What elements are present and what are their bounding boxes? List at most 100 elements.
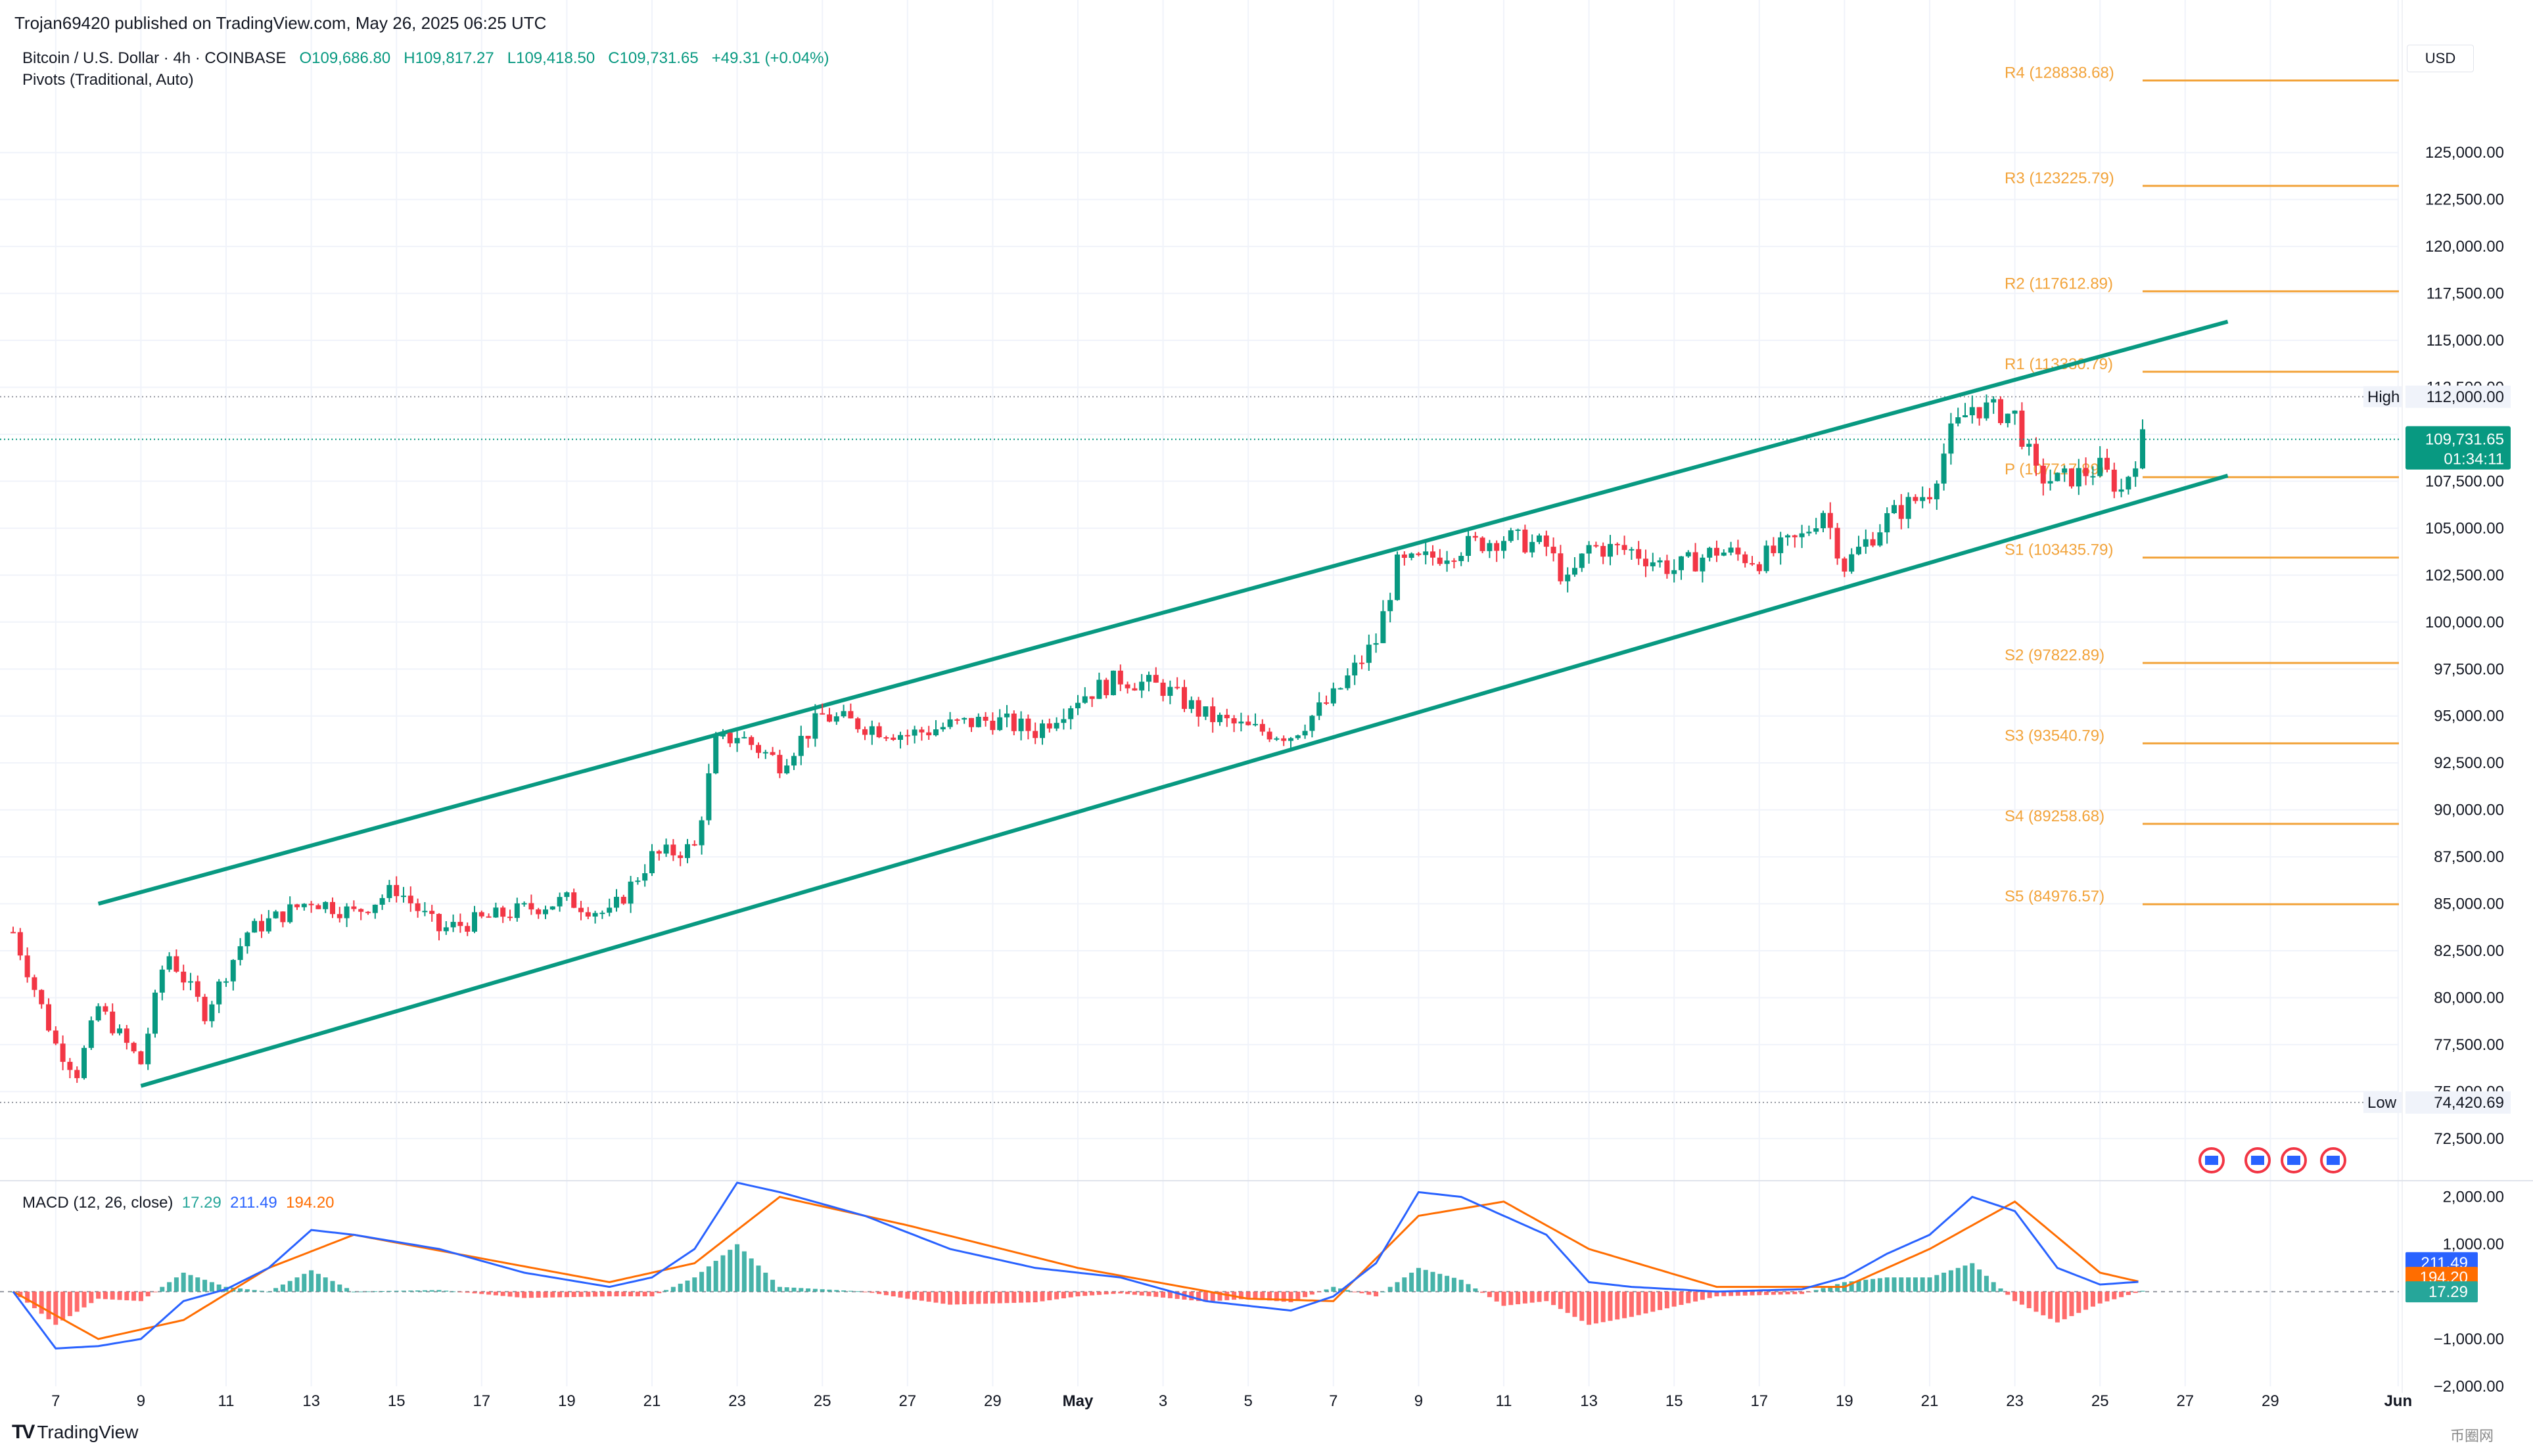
currency-button[interactable]: USD bbox=[2407, 45, 2474, 72]
macd-hist-bar bbox=[2140, 1290, 2145, 1292]
candle-body bbox=[259, 921, 264, 932]
macd-hist-bar bbox=[1658, 1291, 1663, 1310]
candle-body bbox=[2104, 457, 2110, 470]
candle-body bbox=[39, 990, 45, 1005]
candle-body bbox=[904, 735, 910, 737]
macd-hist-bar bbox=[855, 1291, 860, 1292]
macd-hist-bar bbox=[96, 1291, 101, 1299]
candle-body bbox=[2005, 413, 2010, 423]
candle-body bbox=[74, 1070, 80, 1078]
macd-hist-bar bbox=[1629, 1291, 1634, 1317]
candle-body bbox=[1785, 535, 1790, 537]
macd-hist-bar bbox=[1934, 1275, 1940, 1292]
macd-hist-bar bbox=[685, 1280, 690, 1292]
candle-body bbox=[962, 717, 967, 720]
macd-hist-bar bbox=[1466, 1284, 1471, 1292]
candle-body bbox=[1196, 700, 1201, 717]
macd-hist-bar bbox=[2012, 1291, 2018, 1302]
macd-hist-bar bbox=[1955, 1267, 1961, 1292]
candle-body bbox=[1167, 687, 1173, 696]
pivot-label: R4 (128838.68) bbox=[2005, 64, 2114, 81]
macd-hist-bar bbox=[891, 1291, 896, 1297]
macd-hist-bar bbox=[2055, 1291, 2060, 1323]
macd-hist-bar bbox=[2005, 1291, 2010, 1295]
macd-hist-bar bbox=[1963, 1265, 1968, 1292]
candle-body bbox=[1700, 557, 1706, 572]
indicator-legend[interactable]: Pivots (Traditional, Auto) bbox=[22, 71, 194, 89]
candle-body bbox=[152, 992, 158, 1034]
candle-body bbox=[1266, 731, 1272, 740]
candle-body bbox=[1182, 687, 1187, 709]
candle-body bbox=[24, 955, 30, 978]
macd-hist-bar bbox=[1927, 1277, 1932, 1292]
macd-hist-bar bbox=[1693, 1291, 1698, 1302]
candle-body bbox=[1096, 679, 1102, 699]
macd-hist-bar bbox=[706, 1266, 711, 1292]
candle-body bbox=[1380, 611, 1386, 643]
macd-hist-bar bbox=[827, 1289, 832, 1292]
macd-hist-bar bbox=[522, 1291, 527, 1298]
candle-body bbox=[720, 733, 726, 737]
macd-hist-bar bbox=[60, 1291, 66, 1321]
macd-hist-bar bbox=[741, 1251, 747, 1292]
macd-legend[interactable]: MACD (12, 26, close) 17.29 211.49 194.20 bbox=[22, 1194, 335, 1212]
candle-body bbox=[2055, 472, 2060, 482]
macd-hist-bar bbox=[898, 1291, 903, 1298]
macd-hist-bar bbox=[46, 1291, 51, 1319]
candle-body bbox=[166, 956, 172, 970]
macd-hist-bar bbox=[1516, 1291, 1521, 1305]
macd-hist-bar bbox=[756, 1265, 761, 1292]
candle-body bbox=[1345, 675, 1351, 689]
tradingview-brand[interactable]: TV TradingView bbox=[12, 1421, 138, 1444]
candle-body bbox=[1756, 564, 1762, 572]
candle-body bbox=[1054, 723, 1059, 729]
candle-body bbox=[685, 844, 690, 858]
date-axis-label: 7 bbox=[51, 1392, 60, 1410]
macd-hist-bar bbox=[883, 1291, 889, 1296]
candle-body bbox=[1487, 543, 1493, 551]
candle-body bbox=[1004, 714, 1010, 717]
price-axis-label: 105,000.00 bbox=[2425, 520, 2504, 537]
macd-hist-bar bbox=[1671, 1291, 1677, 1307]
macd-hist-bar bbox=[1245, 1291, 1251, 1299]
macd-hist-bar bbox=[941, 1291, 946, 1304]
candle-body bbox=[1040, 723, 1045, 739]
candle-body bbox=[528, 903, 534, 910]
candle-body bbox=[216, 981, 222, 1005]
macd-hist-bar bbox=[1871, 1279, 1876, 1292]
macd-hist-bar bbox=[713, 1260, 718, 1292]
macd-hist-bar bbox=[252, 1290, 257, 1292]
macd-hist-bar bbox=[1856, 1280, 1861, 1292]
candle-body bbox=[202, 997, 208, 1022]
macd-hist-bar bbox=[1196, 1291, 1201, 1302]
candle-body bbox=[1735, 547, 1741, 555]
candle-body bbox=[1898, 505, 1904, 519]
pivot-label: S5 (84976.57) bbox=[2005, 888, 2104, 905]
macd-axis-label: −1,000.00 bbox=[2434, 1331, 2504, 1348]
macd-hist-bar bbox=[1707, 1291, 1712, 1298]
candle-body bbox=[2033, 444, 2039, 466]
candle-body bbox=[174, 956, 179, 972]
macd-hist-bar bbox=[202, 1279, 208, 1292]
macd-hist-bar bbox=[1125, 1291, 1130, 1294]
macd-hist-bar bbox=[110, 1291, 115, 1300]
candle-body bbox=[145, 1034, 151, 1064]
macd-hist-bar bbox=[926, 1291, 931, 1302]
candle-body bbox=[159, 969, 165, 993]
candle-body bbox=[2097, 457, 2103, 476]
macd-hist-bar bbox=[528, 1291, 534, 1298]
candle-body bbox=[514, 903, 520, 919]
macd-hist-bar bbox=[195, 1277, 200, 1292]
candle-body bbox=[628, 881, 634, 904]
candle-body bbox=[827, 714, 832, 722]
candle-body bbox=[1245, 721, 1251, 725]
macd-hist-bar bbox=[1650, 1291, 1656, 1312]
candle-body bbox=[95, 1006, 101, 1021]
candle-body bbox=[1203, 706, 1209, 717]
macd-hist-bar bbox=[1828, 1286, 1833, 1292]
macd-hist-bar bbox=[1863, 1279, 1869, 1292]
macd-hist-bar bbox=[1374, 1291, 1379, 1297]
candle-body bbox=[1863, 539, 1869, 547]
pivot-label: S2 (97822.89) bbox=[2005, 647, 2104, 664]
